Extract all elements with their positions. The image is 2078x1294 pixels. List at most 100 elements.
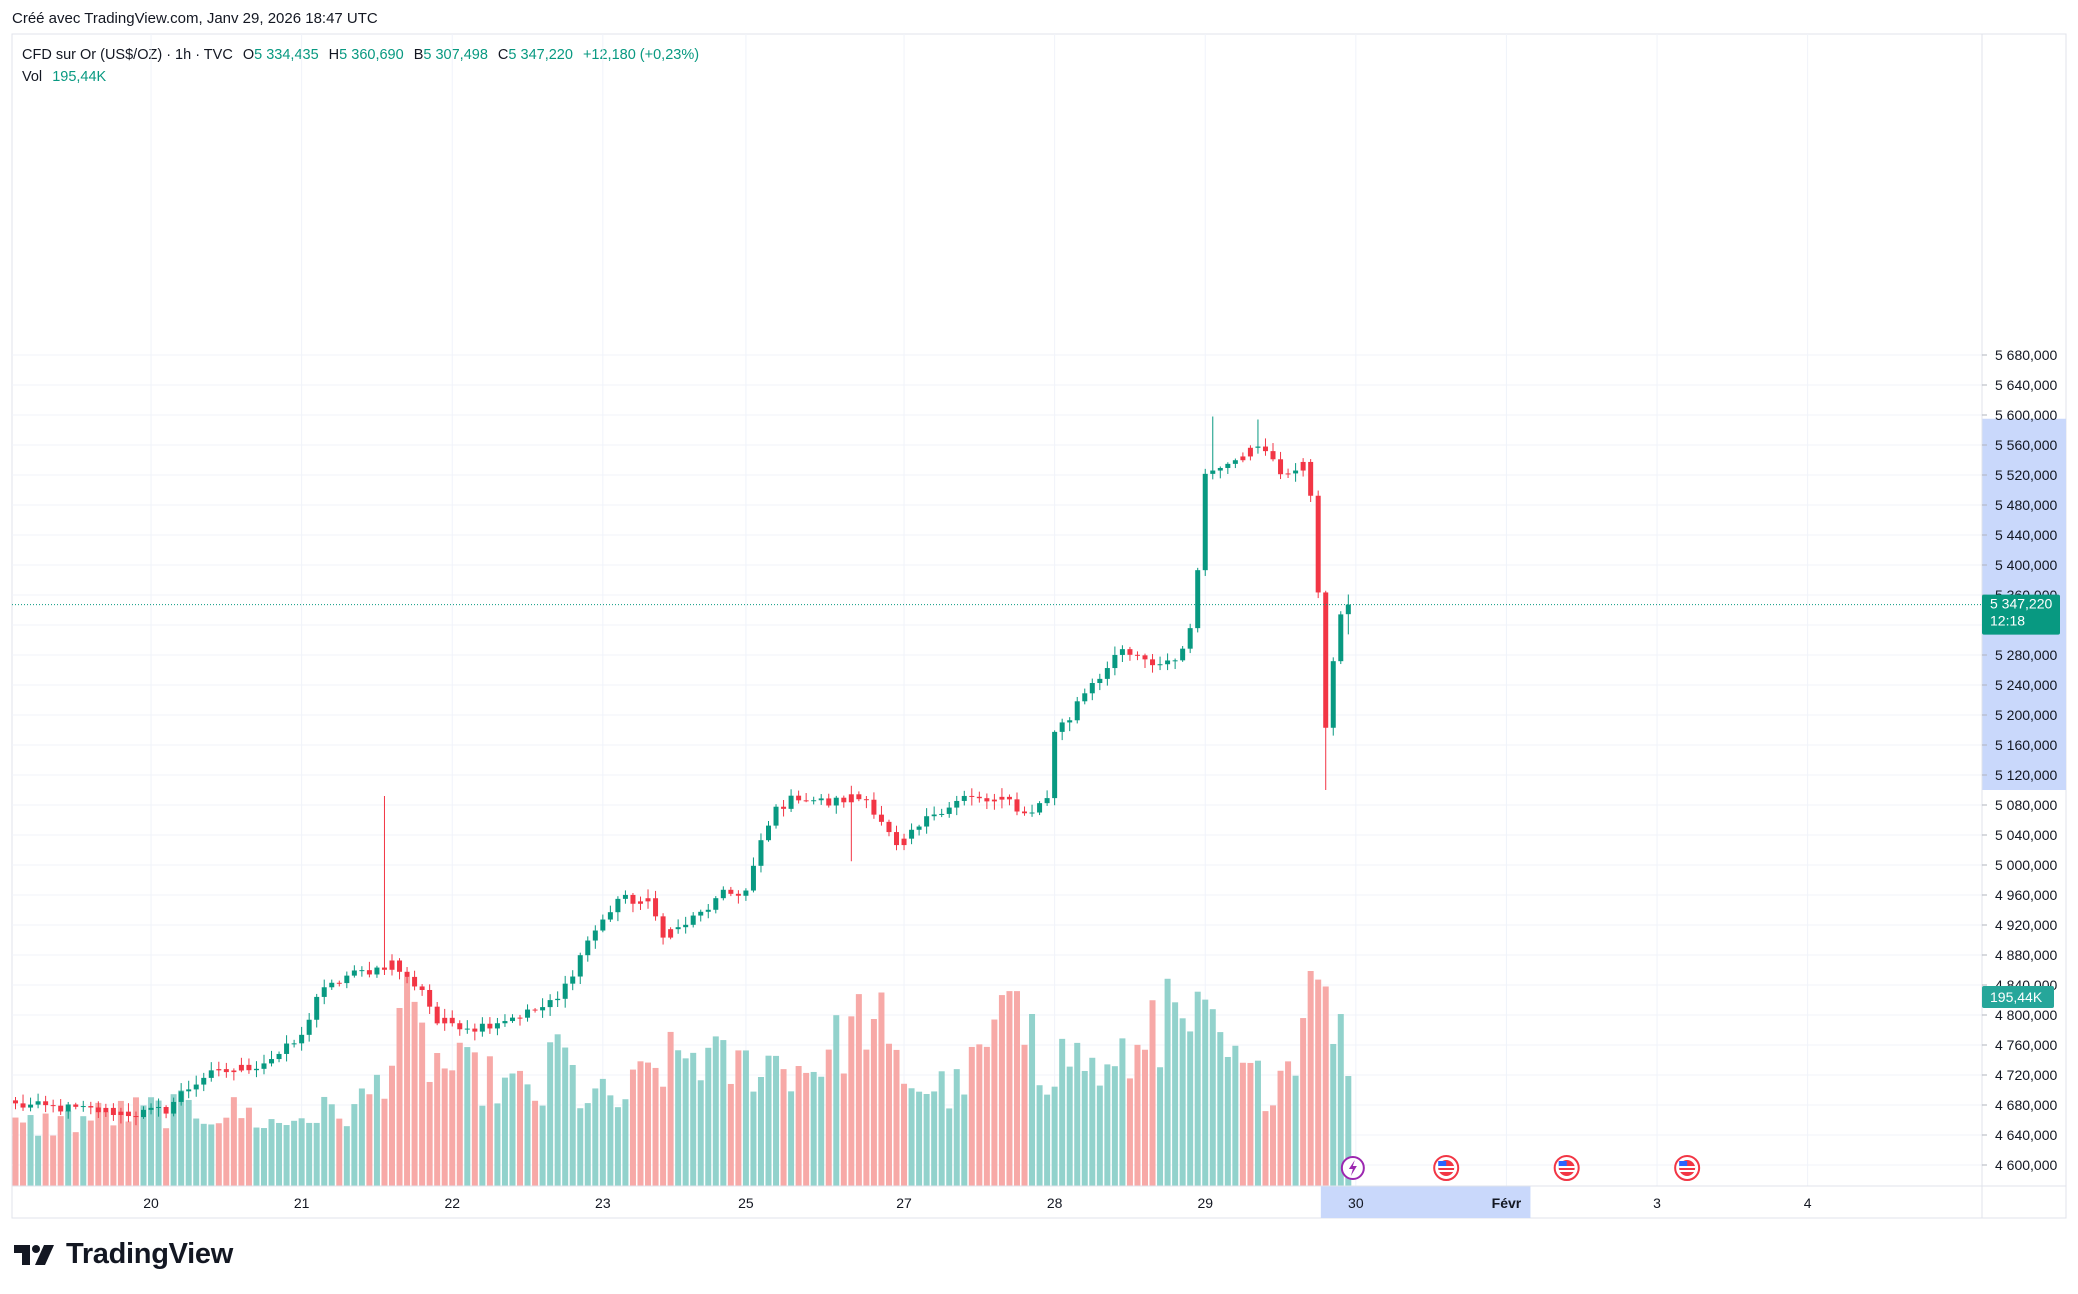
volume-bar — [57, 1116, 64, 1186]
candle-body — [931, 814, 937, 817]
volume-bar — [712, 1036, 719, 1186]
candle-body — [871, 799, 877, 815]
volume-badge-bg — [1982, 986, 2054, 1008]
price-chart[interactable]: 5 680,000 5 640,000 5 600,000 5 560,000 5 52… — [0, 0, 2078, 1240]
time-axis[interactable]: 20 21 22 23 25 27 28 29 30 Févr 3 4 — [143, 1195, 1811, 1211]
candle-body — [1112, 654, 1118, 669]
legend-row-ohlc: CFD sur Or (US$/OZ) · 1h · TVC O5 334,43… — [22, 44, 699, 66]
volume-bar — [215, 1123, 222, 1186]
price-tick-label: 4 920,000 — [1995, 917, 2057, 933]
candle-body — [1345, 604, 1351, 615]
volume-bar — [35, 1135, 42, 1186]
candle-body — [73, 1104, 79, 1107]
volume-bar — [1089, 1057, 1096, 1186]
candle-body — [1006, 796, 1012, 800]
volume-bar — [1194, 991, 1201, 1186]
candle-body — [555, 998, 561, 1001]
price-tick-label: 5 440,000 — [1995, 527, 2057, 543]
volume-bar — [298, 1118, 305, 1186]
candle-body — [163, 1107, 169, 1114]
volume-bar — [893, 1049, 900, 1186]
volume-bar — [140, 1105, 147, 1186]
volume-bar — [321, 1096, 328, 1186]
volume-bar — [524, 1084, 531, 1186]
time-tick-label: 20 — [143, 1195, 159, 1211]
candle-body — [984, 798, 990, 802]
candle-body — [916, 826, 922, 830]
time-tick-label: 27 — [896, 1195, 912, 1211]
volume-bar — [260, 1128, 267, 1186]
price-tick-label: 5 160,000 — [1995, 737, 2057, 753]
volume-bar — [1096, 1085, 1103, 1186]
time-tick-label: 30 — [1348, 1195, 1364, 1211]
candle-body — [758, 840, 764, 866]
volume-bar — [1187, 1031, 1194, 1186]
candle-body — [306, 1019, 312, 1035]
chart-pane-border — [11, 33, 2067, 1219]
volume-bar — [697, 1080, 704, 1186]
candle-body — [826, 798, 832, 806]
volume-bar — [848, 1016, 855, 1186]
volume-bar — [351, 1104, 358, 1186]
volume-bar — [795, 1066, 802, 1186]
volume-bar — [1021, 1044, 1028, 1186]
legend-open-label: O — [242, 47, 255, 63]
candle-body — [1293, 470, 1299, 474]
candle-body — [171, 1101, 177, 1114]
candle-body — [668, 929, 674, 938]
volume-bar — [1126, 1078, 1133, 1186]
candle-body — [1150, 659, 1156, 666]
volume-bar — [863, 1049, 870, 1186]
candle-body — [615, 898, 621, 913]
candle-body — [1082, 693, 1088, 702]
price-tick-label: 5 520,000 — [1995, 467, 2057, 483]
candle-body — [208, 1070, 214, 1078]
volume-bar — [1239, 1062, 1246, 1186]
candle-body — [58, 1105, 64, 1112]
candle-body — [1187, 628, 1193, 649]
volume-bar — [622, 1099, 629, 1186]
candle-body — [991, 799, 997, 802]
candle-body — [186, 1089, 192, 1092]
candle-body — [1052, 731, 1058, 799]
volume-bar — [306, 1122, 313, 1186]
volume-bar — [968, 1046, 975, 1186]
volume-bar — [592, 1088, 599, 1186]
volume-bar — [614, 1107, 621, 1186]
volume-bar — [245, 1107, 252, 1186]
candle-body — [261, 1063, 267, 1069]
price-tick-label: 5 080,000 — [1995, 797, 2057, 813]
tradingview-logo[interactable]: TradingView — [14, 1238, 233, 1271]
volume-bar — [1254, 1060, 1261, 1186]
volume-bar — [1315, 979, 1322, 1186]
bar-countdown: 12:18 — [1990, 613, 2025, 629]
candle-body — [698, 911, 704, 916]
us-flag-event-icon-stripe — [1438, 1170, 1455, 1172]
candle-body — [502, 1021, 508, 1024]
volume-bar — [494, 1103, 501, 1186]
legend-symbol[interactable]: CFD sur Or (US$/OZ) · 1h · TVC — [22, 47, 233, 63]
candle-body — [1037, 803, 1043, 813]
candle-body — [1247, 447, 1253, 457]
volume-bar — [765, 1055, 772, 1186]
candle-body — [231, 1070, 237, 1073]
volume-bar — [283, 1125, 290, 1186]
candle-body — [299, 1034, 305, 1044]
volume-bar — [825, 1049, 832, 1186]
candle-body — [13, 1100, 18, 1104]
legend-low-label: B — [413, 47, 424, 63]
candle-body — [969, 795, 975, 797]
candle-body — [1338, 614, 1344, 662]
volume-bar — [12, 1117, 19, 1186]
candle-body — [389, 960, 395, 970]
volume-bar — [155, 1100, 162, 1186]
volume-bar — [178, 1090, 185, 1186]
volume-bar — [253, 1127, 260, 1186]
candle-body — [961, 795, 967, 801]
time-tick-label: 28 — [1047, 1195, 1063, 1211]
candle-body — [1330, 661, 1336, 728]
volume-bar — [223, 1117, 230, 1186]
legend-volume-label[interactable]: Vol — [22, 69, 43, 85]
price-tick-label: 4 720,000 — [1995, 1067, 2057, 1083]
volume-bar — [479, 1105, 486, 1186]
